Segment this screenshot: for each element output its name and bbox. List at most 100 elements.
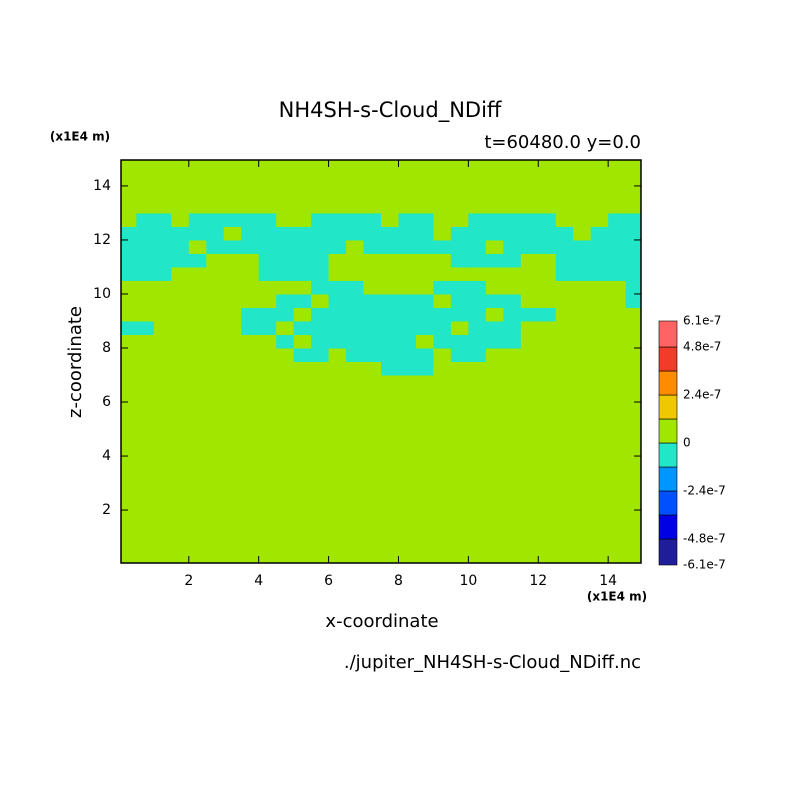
field-cell (311, 334, 330, 349)
field-cell (573, 293, 592, 308)
field-cell (485, 280, 504, 295)
field-cell (381, 361, 399, 376)
field-cell (608, 293, 627, 308)
field-cell (171, 212, 190, 227)
field-cell (608, 160, 627, 214)
field-cell (433, 361, 452, 376)
field-cell (136, 361, 155, 376)
field-cell (555, 212, 574, 227)
field-cell (450, 307, 469, 322)
plot-frame (120, 159, 642, 564)
field-cell (538, 239, 557, 254)
field-cell (573, 361, 592, 376)
field-cell (121, 334, 137, 349)
field-cell (136, 320, 155, 335)
field-cell (573, 280, 592, 295)
field-cell (503, 212, 522, 227)
field-cell (398, 212, 417, 227)
field-cell (608, 280, 627, 295)
field-cell (223, 361, 242, 376)
subtitle: t=60480.0 y=0.0 (484, 132, 641, 153)
field-cell (276, 226, 295, 241)
field-cell (573, 347, 592, 362)
field-cell (450, 361, 469, 376)
field-cell (153, 239, 172, 254)
field-cell (415, 212, 434, 227)
field-cell (608, 334, 627, 349)
colorbar-band (658, 514, 678, 540)
field-cell (450, 266, 469, 281)
field-cell (153, 253, 172, 268)
field-cell (625, 212, 642, 227)
field-cell (381, 293, 399, 308)
field-cell (328, 375, 347, 564)
field-cell (328, 361, 347, 376)
field (121, 160, 642, 564)
field-cell (293, 307, 312, 322)
field-cell (223, 266, 242, 281)
field-cell (398, 160, 417, 214)
field-cell (625, 334, 642, 349)
x-tick-label: 14 (599, 573, 617, 589)
colorbar-band (658, 466, 678, 492)
field-cell (433, 293, 452, 308)
field-cell (241, 334, 260, 349)
field-cell (398, 266, 417, 281)
field-cell (398, 253, 417, 268)
field-cell (485, 160, 504, 214)
field-cell (415, 375, 434, 564)
colorbar-label: -2.4e-7 (683, 484, 726, 498)
field-cell (153, 226, 172, 241)
field-cell (625, 307, 642, 322)
field-cell (223, 334, 242, 349)
field-cell (121, 160, 137, 214)
field-cell (258, 226, 277, 241)
field-cell (381, 160, 399, 214)
field-cell (241, 280, 260, 295)
field-cell (153, 212, 172, 227)
field-cell (608, 239, 627, 254)
field-cell (485, 226, 504, 241)
field-cell (311, 347, 330, 362)
field-cell (276, 293, 295, 308)
field-cell (188, 347, 207, 362)
field-cell (241, 212, 260, 227)
field-cell (468, 226, 487, 241)
field-cell (381, 307, 399, 322)
field-cell (555, 361, 574, 376)
field-cell (433, 253, 452, 268)
field-cell (293, 160, 312, 214)
field-cell (555, 266, 574, 281)
field-cell (258, 160, 277, 214)
field-cell (188, 334, 207, 349)
field-cell (520, 226, 539, 241)
field-cell (276, 307, 295, 322)
x-axis-label: x-coordinate (325, 611, 438, 632)
field-cell (346, 239, 365, 254)
field-cell (433, 226, 452, 241)
field-cell (381, 280, 399, 295)
field-cell (188, 212, 207, 227)
field-cell (258, 361, 277, 376)
field-cell (381, 253, 399, 268)
field-cell (450, 293, 469, 308)
field-cell (415, 266, 434, 281)
field-cell (346, 253, 365, 268)
field-cell (625, 160, 642, 214)
field-cell (171, 320, 190, 335)
field-cell (121, 212, 137, 227)
field-cell (503, 239, 522, 254)
field-cell (503, 347, 522, 362)
y-tick-label: 2 (102, 502, 111, 518)
field-cell (555, 375, 574, 564)
field-cell (590, 253, 609, 268)
field-cell (538, 226, 557, 241)
field-cell (258, 375, 277, 564)
field-cell (328, 253, 347, 268)
field-cell (363, 212, 382, 227)
field-cell (171, 226, 190, 241)
field-cell (573, 334, 592, 349)
field-cell (241, 226, 260, 241)
field-cell (538, 320, 557, 335)
field-cell (538, 293, 557, 308)
